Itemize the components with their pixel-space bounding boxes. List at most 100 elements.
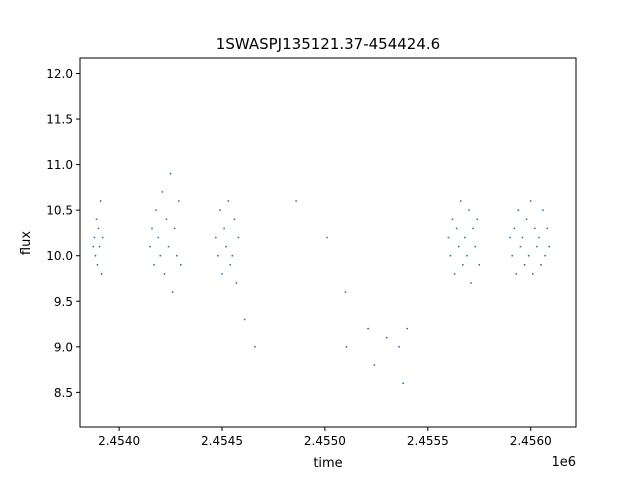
data-point [546,227,549,230]
data-point [466,254,468,257]
y-axis-label: flux [19,231,34,255]
data-point [538,236,540,239]
data-point [254,345,256,348]
data-point [548,245,551,248]
data-point [398,345,400,348]
data-point [169,172,172,175]
data-point [163,273,166,275]
data-point [472,227,474,230]
data-point [227,200,230,202]
data-point [225,245,228,248]
data-point [229,263,232,266]
data-point [214,236,217,239]
data-point [544,254,547,257]
data-point [99,200,102,202]
data-point [470,282,472,284]
plot-points [92,172,551,385]
data-point [536,245,538,248]
data-point [173,227,176,230]
data-point [447,236,450,239]
data-point [161,191,164,193]
data-point [474,245,477,248]
data-point [237,236,240,239]
data-point [155,209,158,212]
y-tick-label: 9.5 [54,295,73,309]
y-axis: 8.5 9.0 9.5 10.0 10.5 11.0 11.5 12.0 [46,67,80,400]
data-point [511,254,514,257]
data-point [533,227,536,230]
data-point [175,254,178,257]
data-point [527,254,530,257]
chart-title: 1SWASPJ135121.37-454424.6 [216,35,440,53]
data-point [167,245,170,248]
data-point [179,263,182,266]
x-tick-label: 2.4545 [201,434,243,448]
y-tick-label: 10.5 [46,204,73,218]
data-point [153,263,155,266]
data-point [515,273,518,275]
data-point [406,327,409,330]
data-point [219,209,221,212]
data-point [177,200,180,202]
y-tick-label: 8.5 [54,386,73,400]
data-point [235,282,238,284]
data-point [529,200,532,202]
data-point [94,254,97,257]
data-point [97,227,100,230]
data-point [98,245,101,248]
x-tick-label: 2.4540 [98,434,140,448]
y-tick-label: 12.0 [46,67,73,81]
data-point [478,263,481,266]
data-point [531,273,534,275]
y-tick-label: 9.0 [54,340,73,354]
data-point [216,254,219,257]
data-point [509,236,512,239]
data-point [517,209,520,212]
data-point [373,364,376,366]
data-point [468,209,470,212]
data-point [459,200,462,202]
data-point [295,200,297,202]
plot-frame [79,57,577,428]
data-point [513,227,516,230]
x-tick-label: 2.4555 [407,434,449,448]
data-point [221,273,223,275]
data-point [165,218,168,221]
data-point [449,254,452,257]
data-point [231,254,234,257]
data-point [542,209,544,212]
data-point [149,245,151,248]
x-tick-label: 2.4560 [510,434,552,448]
data-point [95,218,98,221]
data-point [345,345,348,348]
data-point [233,218,236,221]
x-axis-label: time [313,456,342,471]
data-point [326,236,328,239]
data-point [453,273,456,275]
data-point [344,291,347,294]
y-tick-label: 10.0 [46,249,73,263]
data-point [463,236,466,239]
data-point [525,218,528,221]
data-point [519,245,522,248]
y-tick-label: 11.0 [46,158,73,172]
data-point [451,218,454,221]
data-point [101,236,104,239]
data-point [540,263,542,266]
data-point [402,382,405,385]
x-axis: 2.4540 2.4545 2.4550 2.4555 2.4560 [98,427,552,448]
data-point [92,245,95,248]
data-point [100,273,103,275]
data-point [461,263,464,266]
data-point [367,327,370,330]
data-point [159,254,162,257]
data-point [523,263,526,266]
data-point [151,227,153,230]
data-point [455,227,458,230]
data-point [243,318,246,321]
data-point [157,236,160,239]
data-point [96,263,99,266]
data-point [521,236,524,239]
